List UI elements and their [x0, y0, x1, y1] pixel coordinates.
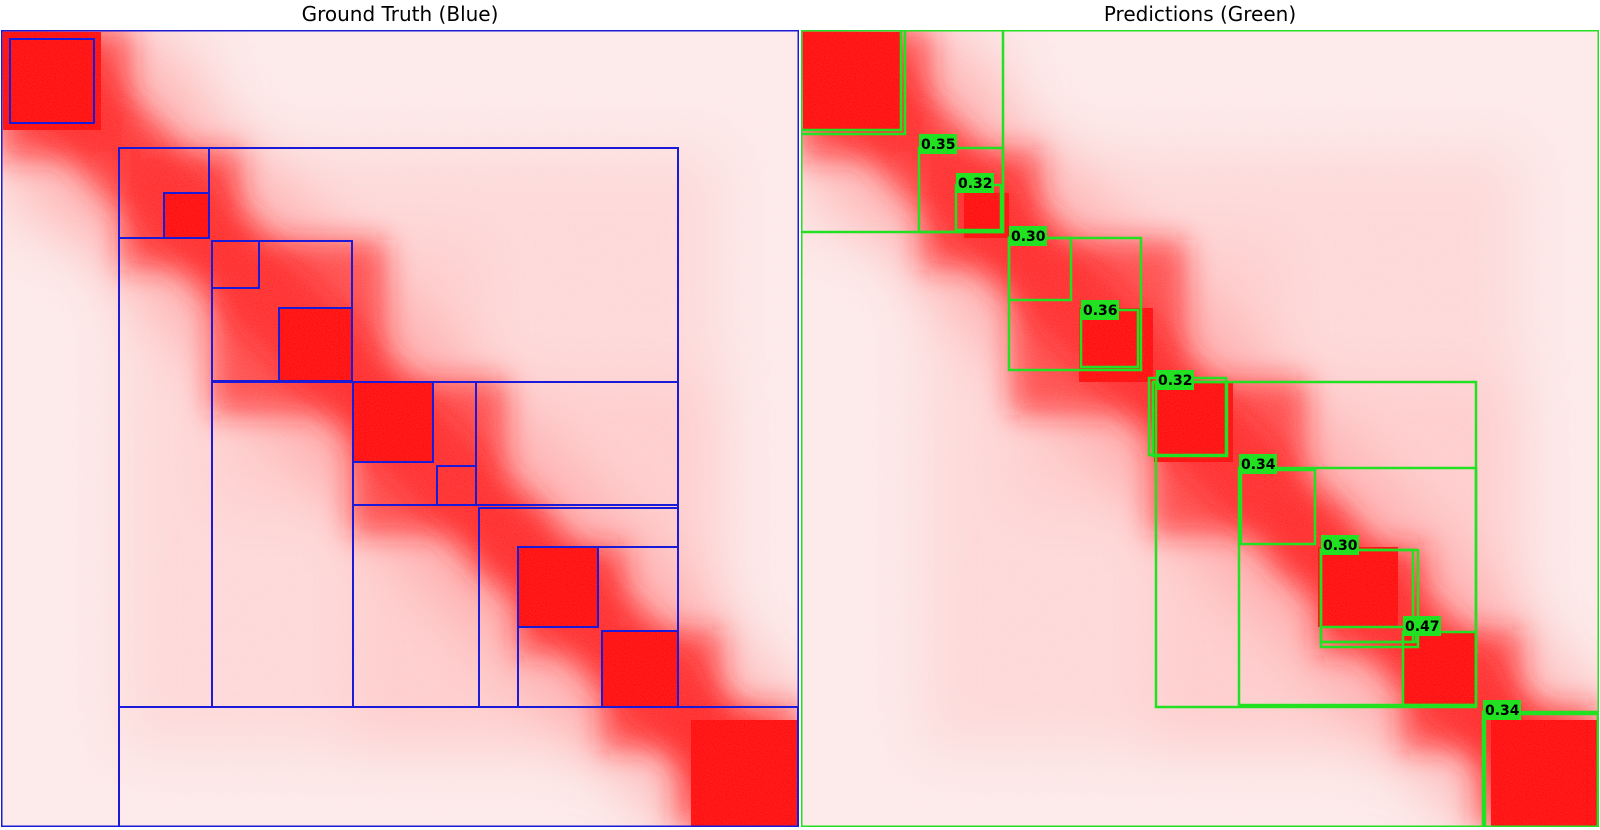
heatmap-noise — [801, 30, 1599, 827]
score-tag — [1321, 535, 1359, 555]
score-label: 0.30 — [1323, 538, 1358, 554]
score-label: 0.32 — [958, 176, 993, 192]
prediction-box — [801, 30, 903, 132]
score-tag — [1483, 700, 1521, 720]
score-label: 0.34 — [1241, 457, 1276, 473]
predictions-panel: 0.35 0.32 0.30 0.36 0.32 0.34 0.30 0.47 0.34 — [801, 30, 1599, 827]
ground-truth-box — [211, 240, 260, 289]
score-label: 0.36 — [1083, 303, 1118, 319]
predictions-frame — [801, 30, 1599, 827]
ground-truth-frame — [1, 30, 799, 827]
ground-truth-title: Ground Truth (Blue) — [301, 2, 499, 26]
score-tag — [1239, 454, 1277, 474]
prediction-box — [801, 30, 907, 136]
prediction-box — [1237, 466, 1478, 707]
prediction-box — [801, 30, 1005, 234]
predictions-title: Predictions (Green) — [1103, 2, 1297, 26]
prediction-box — [1239, 468, 1317, 546]
ground-truth-box — [9, 38, 95, 124]
ground-truth-box — [352, 381, 434, 463]
score-tag — [1403, 616, 1441, 636]
score-tag — [919, 134, 957, 154]
heatmap-noise — [1, 30, 799, 827]
ground-truth-box — [517, 546, 599, 628]
score-label: 0.35 — [921, 137, 956, 153]
prediction-box — [1319, 548, 1420, 649]
ground-truth-heatmap — [1, 30, 799, 827]
prediction-box — [1007, 236, 1143, 372]
score-tag — [1156, 370, 1194, 390]
score-tag — [1009, 226, 1047, 246]
ground-truth-panel — [1, 30, 799, 827]
score-label: 0.32 — [1158, 373, 1193, 389]
ground-truth-box — [163, 192, 210, 239]
score-tag — [956, 173, 994, 193]
score-label: 0.30 — [1011, 229, 1046, 245]
predictions-heatmap: 0.35 0.32 0.30 0.36 0.32 0.34 0.30 0.47 0.34 — [801, 30, 1599, 827]
score-tag — [1081, 300, 1119, 320]
prediction-box — [917, 146, 1005, 234]
score-label: 0.34 — [1485, 703, 1520, 719]
prediction-score-labels: 0.35 0.32 0.30 0.36 0.32 0.34 0.30 0.47 0.34 — [919, 134, 1521, 720]
score-label: 0.47 — [1405, 619, 1440, 635]
